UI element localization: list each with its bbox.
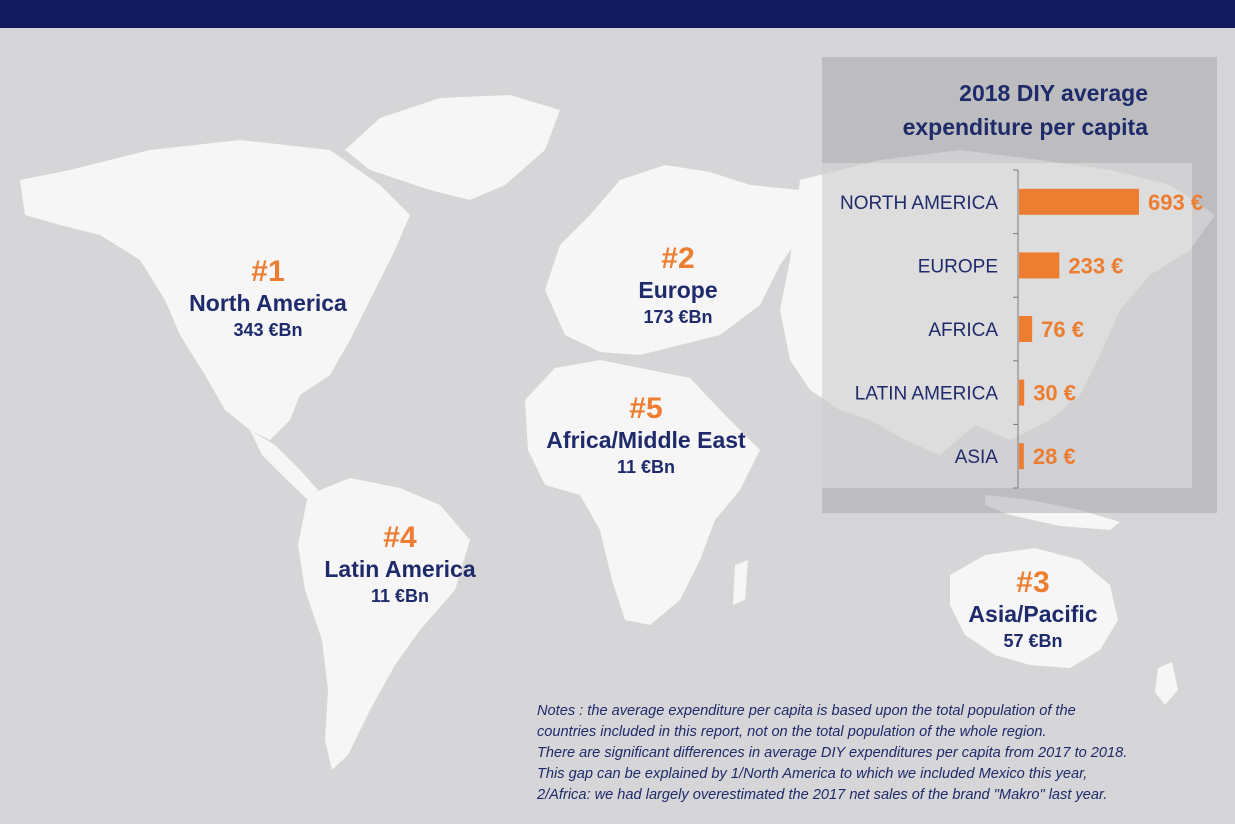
new-zealand-shape — [1155, 662, 1178, 705]
notes-line: Notes : the average expenditure per capi… — [537, 703, 1076, 719]
value-label: 30 € — [1033, 381, 1076, 406]
category-label: NORTH AMERICA — [840, 193, 998, 214]
central-america-shape — [250, 430, 318, 500]
region-name: Africa/Middle East — [546, 427, 746, 453]
notes-line: 2/Africa: we had largely overestimated t… — [537, 787, 1108, 803]
chart-title-line1: 2018 DIY average — [959, 80, 1148, 106]
region-value: 11 €Bn — [616, 457, 676, 477]
region-north-america: #1 North America 343 €Bn — [189, 255, 347, 343]
region-europe: #2 Europe 173 €Bn — [638, 242, 717, 330]
notes-line: There are significant differences in ave… — [537, 745, 1128, 761]
value-label: 233 € — [1068, 253, 1123, 278]
rank-label: #1 — [251, 255, 285, 288]
region-value: 11 €Bn — [370, 586, 430, 606]
region-value: 343 €Bn — [233, 320, 303, 340]
rank-label: #4 — [383, 521, 417, 554]
region-name: Europe — [638, 277, 718, 303]
europe-shape — [545, 165, 815, 355]
rank-label: #5 — [629, 392, 663, 425]
category-label: EUROPE — [918, 256, 998, 277]
madagascar-shape — [733, 560, 748, 605]
bar — [1019, 252, 1060, 279]
rank-label: #3 — [1016, 566, 1050, 599]
south-america-shape — [298, 478, 470, 770]
notes-line: countries included in this report, not o… — [537, 724, 1047, 740]
bar — [1019, 443, 1024, 470]
greenland-shape — [345, 95, 560, 200]
region-latin-america: #4 Latin America 11 €Bn — [324, 521, 475, 609]
rank-label: #2 — [661, 242, 695, 275]
region-value: 173 €Bn — [643, 307, 713, 327]
category-label: ASIA — [955, 447, 999, 468]
category-label: AFRICA — [928, 320, 998, 341]
expenditure-bar-chart: NORTH AMERICA 693 € EUROPE 233 € AFRICA 76 € L… — [840, 169, 1203, 489]
chart-title-line2: expenditure per capita — [902, 114, 1148, 140]
chart-title: 2018 DIY average expenditure per capita — [822, 76, 1148, 144]
region-name: North America — [189, 290, 347, 316]
value-label: 693 € — [1148, 190, 1203, 215]
header-bar — [0, 0, 1235, 28]
region-value: 57 €Bn — [1003, 631, 1063, 651]
category-label: LATIN AMERICA — [855, 384, 999, 405]
notes-line: This gap can be explained by 1/North Ame… — [537, 766, 1088, 782]
bar — [1019, 188, 1139, 215]
bar — [1019, 316, 1033, 342]
australia-shape — [950, 548, 1118, 668]
africa-shape — [525, 360, 760, 625]
north-america-shape — [20, 140, 410, 440]
value-label: 28 € — [1033, 444, 1076, 469]
region-name: Asia/Pacific — [968, 601, 1098, 627]
region-asia-pacific: #3 Asia/Pacific 57 €Bn — [968, 566, 1097, 654]
asia-shape — [780, 150, 1215, 455]
value-label: 76 € — [1041, 317, 1084, 342]
world-map — [20, 95, 1215, 770]
region-name: Latin America — [324, 556, 476, 582]
chart-panel — [822, 57, 1217, 513]
indonesia-shape — [985, 495, 1120, 530]
bar — [1019, 379, 1025, 406]
notes: Notes : the average expenditure per capi… — [537, 701, 1227, 806]
chart-panel-inner — [822, 163, 1192, 488]
region-africa-middle-east: #5 Africa/Middle East 11 €Bn — [546, 392, 745, 480]
